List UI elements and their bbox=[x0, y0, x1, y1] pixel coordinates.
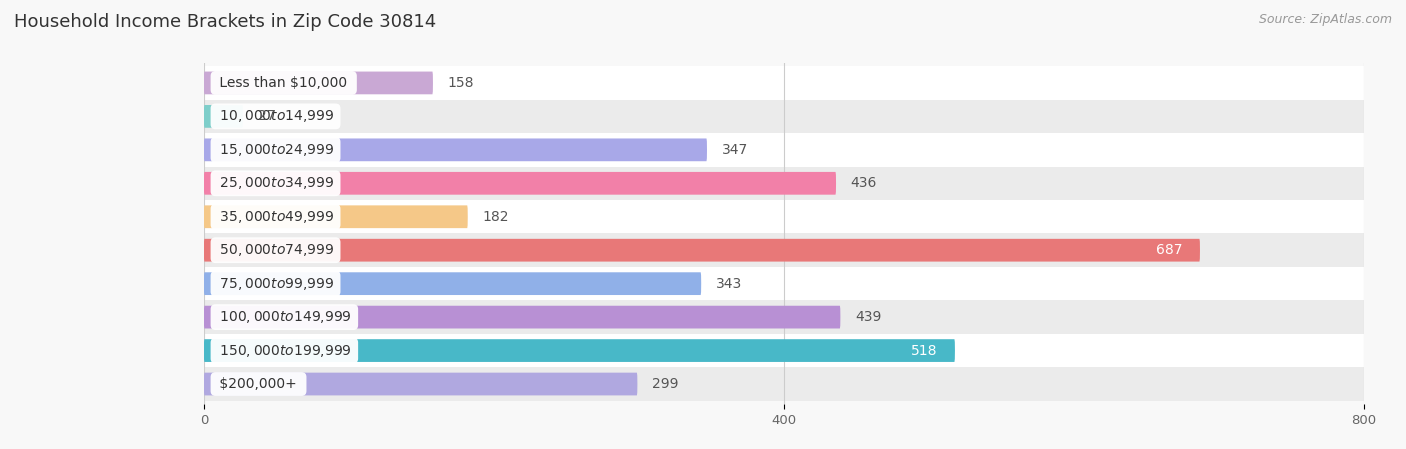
FancyBboxPatch shape bbox=[204, 267, 1364, 300]
Text: Household Income Brackets in Zip Code 30814: Household Income Brackets in Zip Code 30… bbox=[14, 13, 436, 31]
Text: 182: 182 bbox=[482, 210, 509, 224]
Text: $200,000+: $200,000+ bbox=[215, 377, 302, 391]
Text: 299: 299 bbox=[652, 377, 679, 391]
Text: 343: 343 bbox=[716, 277, 742, 291]
Text: 347: 347 bbox=[721, 143, 748, 157]
Text: 158: 158 bbox=[447, 76, 474, 90]
Text: 439: 439 bbox=[855, 310, 882, 324]
FancyBboxPatch shape bbox=[204, 233, 1364, 267]
FancyBboxPatch shape bbox=[204, 133, 1364, 167]
FancyBboxPatch shape bbox=[204, 138, 707, 161]
FancyBboxPatch shape bbox=[204, 272, 702, 295]
Text: 27: 27 bbox=[257, 110, 276, 123]
FancyBboxPatch shape bbox=[204, 66, 1364, 100]
FancyBboxPatch shape bbox=[204, 306, 841, 329]
Text: Source: ZipAtlas.com: Source: ZipAtlas.com bbox=[1258, 13, 1392, 26]
Text: $100,000 to $149,999: $100,000 to $149,999 bbox=[215, 309, 353, 325]
FancyBboxPatch shape bbox=[204, 100, 1364, 133]
FancyBboxPatch shape bbox=[204, 71, 433, 94]
FancyBboxPatch shape bbox=[204, 339, 955, 362]
FancyBboxPatch shape bbox=[204, 172, 837, 195]
FancyBboxPatch shape bbox=[204, 300, 1364, 334]
Text: $10,000 to $14,999: $10,000 to $14,999 bbox=[215, 108, 336, 124]
Text: Less than $10,000: Less than $10,000 bbox=[215, 76, 352, 90]
Text: $25,000 to $34,999: $25,000 to $34,999 bbox=[215, 175, 336, 191]
Text: $35,000 to $49,999: $35,000 to $49,999 bbox=[215, 209, 336, 225]
FancyBboxPatch shape bbox=[204, 205, 468, 228]
Text: $75,000 to $99,999: $75,000 to $99,999 bbox=[215, 276, 336, 292]
FancyBboxPatch shape bbox=[204, 373, 637, 396]
Text: 518: 518 bbox=[911, 343, 938, 357]
FancyBboxPatch shape bbox=[204, 334, 1364, 367]
Text: 687: 687 bbox=[1156, 243, 1182, 257]
FancyBboxPatch shape bbox=[204, 367, 1364, 401]
Text: 436: 436 bbox=[851, 176, 877, 190]
Text: $15,000 to $24,999: $15,000 to $24,999 bbox=[215, 142, 336, 158]
FancyBboxPatch shape bbox=[204, 105, 243, 128]
Text: $50,000 to $74,999: $50,000 to $74,999 bbox=[215, 242, 336, 258]
FancyBboxPatch shape bbox=[204, 239, 1199, 262]
FancyBboxPatch shape bbox=[204, 200, 1364, 233]
Text: $150,000 to $199,999: $150,000 to $199,999 bbox=[215, 343, 353, 359]
FancyBboxPatch shape bbox=[204, 167, 1364, 200]
